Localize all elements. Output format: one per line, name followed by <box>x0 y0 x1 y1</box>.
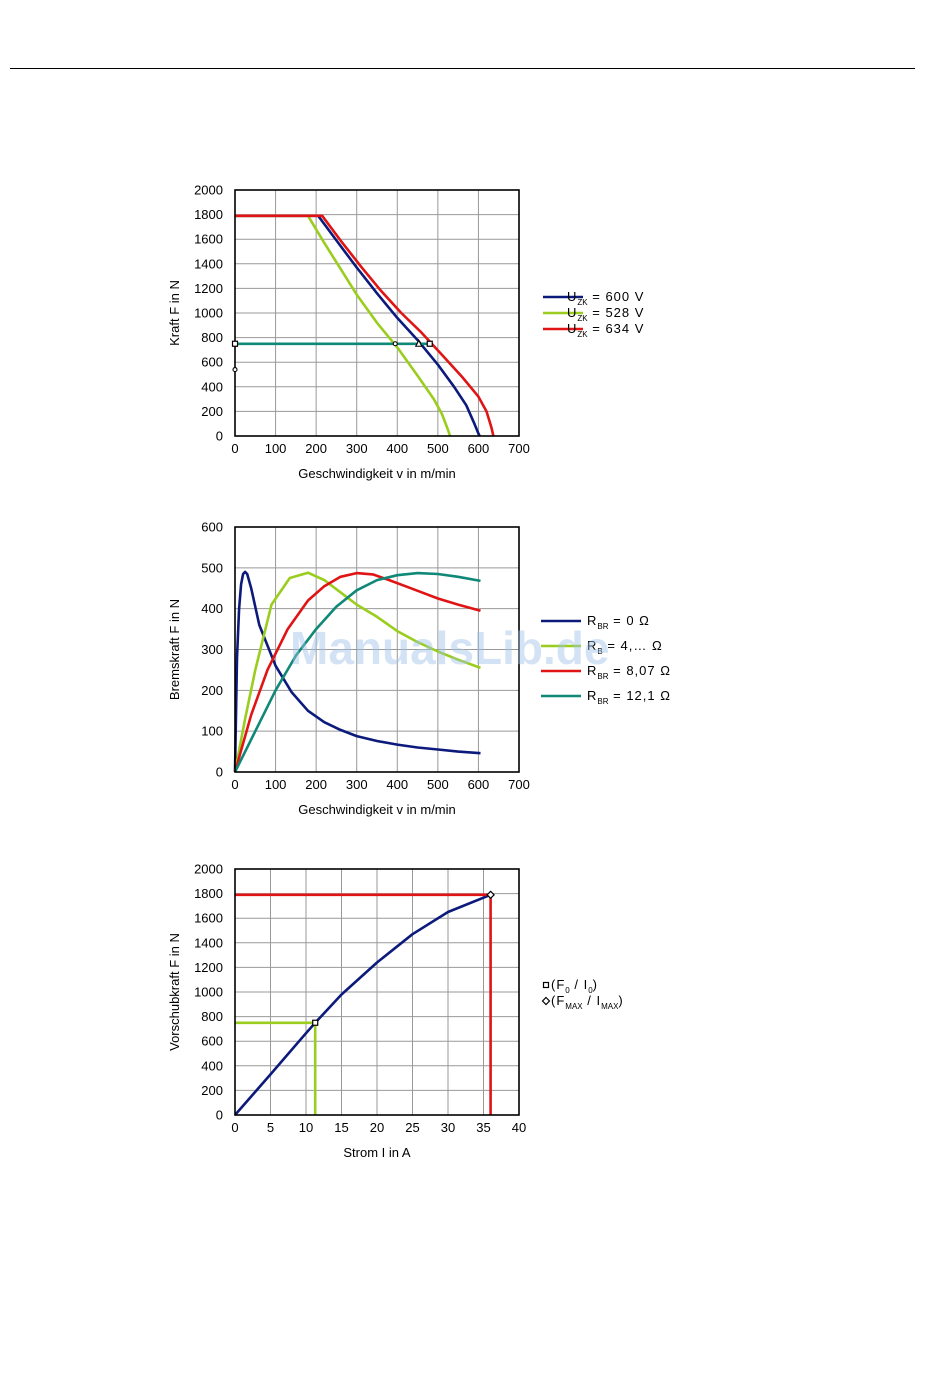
y-tick-label: 1000 <box>194 306 223 321</box>
y-tick-label: 1400 <box>194 256 223 271</box>
chart2-y-axis-label: Bremskraft F in N <box>167 599 182 700</box>
y-tick-label: 0 <box>216 429 223 444</box>
chart3-y-axis-label: Vorschubkraft F in N <box>167 933 182 1051</box>
x-tick-label: 200 <box>305 777 327 792</box>
y-tick-label: 400 <box>201 379 223 394</box>
chart3-legend-entry-2: (FMAX / IMAX) <box>551 993 624 1011</box>
x-tick-label: 35 <box>476 1120 490 1135</box>
chart1-marker-4 <box>414 339 423 347</box>
chart3-series-1 <box>234 893 492 1116</box>
chart1-y-axis-label: Kraft F in N <box>167 280 182 346</box>
chart2-x-axis-label: Geschwindigkeit v in m/min <box>298 802 456 817</box>
chart2-series-1 <box>233 570 481 773</box>
x-tick-label: 500 <box>427 777 449 792</box>
y-tick-label: 0 <box>216 765 223 780</box>
x-tick-label: 100 <box>265 777 287 792</box>
x-tick-label: 40 <box>512 1120 526 1135</box>
chart2-series-3 <box>233 571 481 773</box>
chart3-legend-marker-1 <box>542 981 550 989</box>
chart3-marker-1 <box>312 1019 319 1026</box>
chart1-legend-item-3: UZK = 634 V <box>567 321 644 339</box>
x-tick-label: 200 <box>305 441 327 456</box>
y-tick-label: 2000 <box>194 183 223 198</box>
y-tick-label: 400 <box>201 601 223 616</box>
y-tick-label: 1800 <box>194 886 223 901</box>
x-tick-label: 15 <box>334 1120 348 1135</box>
chart1-marker-2 <box>232 367 238 373</box>
x-tick-label: 0 <box>231 777 238 792</box>
y-tick-label: 600 <box>201 520 223 535</box>
y-tick-label: 600 <box>201 1034 223 1049</box>
x-tick-label: 700 <box>508 441 530 456</box>
chart2-series-2 <box>233 571 481 773</box>
x-tick-label: 25 <box>405 1120 419 1135</box>
chart2-legend-item-2: RB = 4,… Ω <box>587 638 663 656</box>
y-tick-label: 500 <box>201 560 223 575</box>
x-tick-label: 400 <box>386 777 408 792</box>
y-tick-label: 300 <box>201 642 223 657</box>
y-tick-label: 1800 <box>194 207 223 222</box>
y-tick-label: 1200 <box>194 960 223 975</box>
chart1-marker-5 <box>426 340 433 347</box>
x-tick-label: 700 <box>508 777 530 792</box>
chart1-series-3 <box>235 214 495 437</box>
y-tick-label: 0 <box>216 1108 223 1123</box>
x-tick-label: 300 <box>346 777 368 792</box>
y-tick-label: 1600 <box>194 911 223 926</box>
x-tick-label: 600 <box>468 777 490 792</box>
chart1-frame <box>234 189 520 437</box>
chart1-series-2 <box>235 214 452 437</box>
y-tick-label: 200 <box>201 404 223 419</box>
y-tick-label: 1200 <box>194 281 223 296</box>
chart3-x-axis-label: Strom I in A <box>343 1145 411 1160</box>
chart1-legend-item-2: UZK = 528 V <box>567 305 644 323</box>
chart3-marker-2 <box>486 890 495 900</box>
x-tick-label: 0 <box>231 441 238 456</box>
watermark: ManualsLib.de <box>290 622 609 674</box>
x-tick-label: 30 <box>441 1120 455 1135</box>
chart1-marker-3 <box>392 341 398 347</box>
y-tick-label: 1600 <box>194 232 223 247</box>
x-tick-label: 5 <box>267 1120 274 1135</box>
chart3-legend-marker-2 <box>541 996 551 1006</box>
chart3-legend-entry-1: (F0 / I0) <box>551 977 598 995</box>
y-tick-label: 600 <box>201 355 223 370</box>
x-tick-label: 500 <box>427 441 449 456</box>
chart1-x-axis-label: Geschwindigkeit v in m/min <box>298 466 456 481</box>
chart3-frame <box>234 868 520 1116</box>
y-tick-label: 1400 <box>194 935 223 950</box>
x-tick-label: 10 <box>299 1120 313 1135</box>
x-tick-label: 600 <box>468 441 490 456</box>
x-tick-label: 20 <box>370 1120 384 1135</box>
x-tick-label: 100 <box>265 441 287 456</box>
chart1-series-1 <box>235 214 481 437</box>
chart1-legend-item-1: UZK = 600 V <box>567 289 644 307</box>
chart3-series-3 <box>235 893 492 1115</box>
y-tick-label: 400 <box>201 1058 223 1073</box>
y-tick-label: 200 <box>201 683 223 698</box>
chart1-marker-1 <box>231 340 239 347</box>
y-tick-label: 800 <box>201 330 223 345</box>
chart2-legend-item-4: RBR = 12,1 Ω <box>587 688 671 706</box>
y-tick-label: 1000 <box>194 985 223 1000</box>
y-tick-label: 800 <box>201 1009 223 1024</box>
chart2-series-4 <box>233 571 481 773</box>
chart2-legend-item-3: RBR = 8,07 Ω <box>587 663 671 681</box>
y-tick-label: 200 <box>201 1083 223 1098</box>
x-tick-label: 400 <box>386 441 408 456</box>
y-tick-label: 100 <box>201 724 223 739</box>
chart2-legend-item-1: RBR = 0 Ω <box>587 613 650 631</box>
x-tick-label: 300 <box>346 441 368 456</box>
chart2-frame <box>234 526 520 773</box>
y-tick-label: 2000 <box>194 862 223 877</box>
header-rule <box>10 68 915 69</box>
x-tick-label: 0 <box>231 1120 238 1135</box>
